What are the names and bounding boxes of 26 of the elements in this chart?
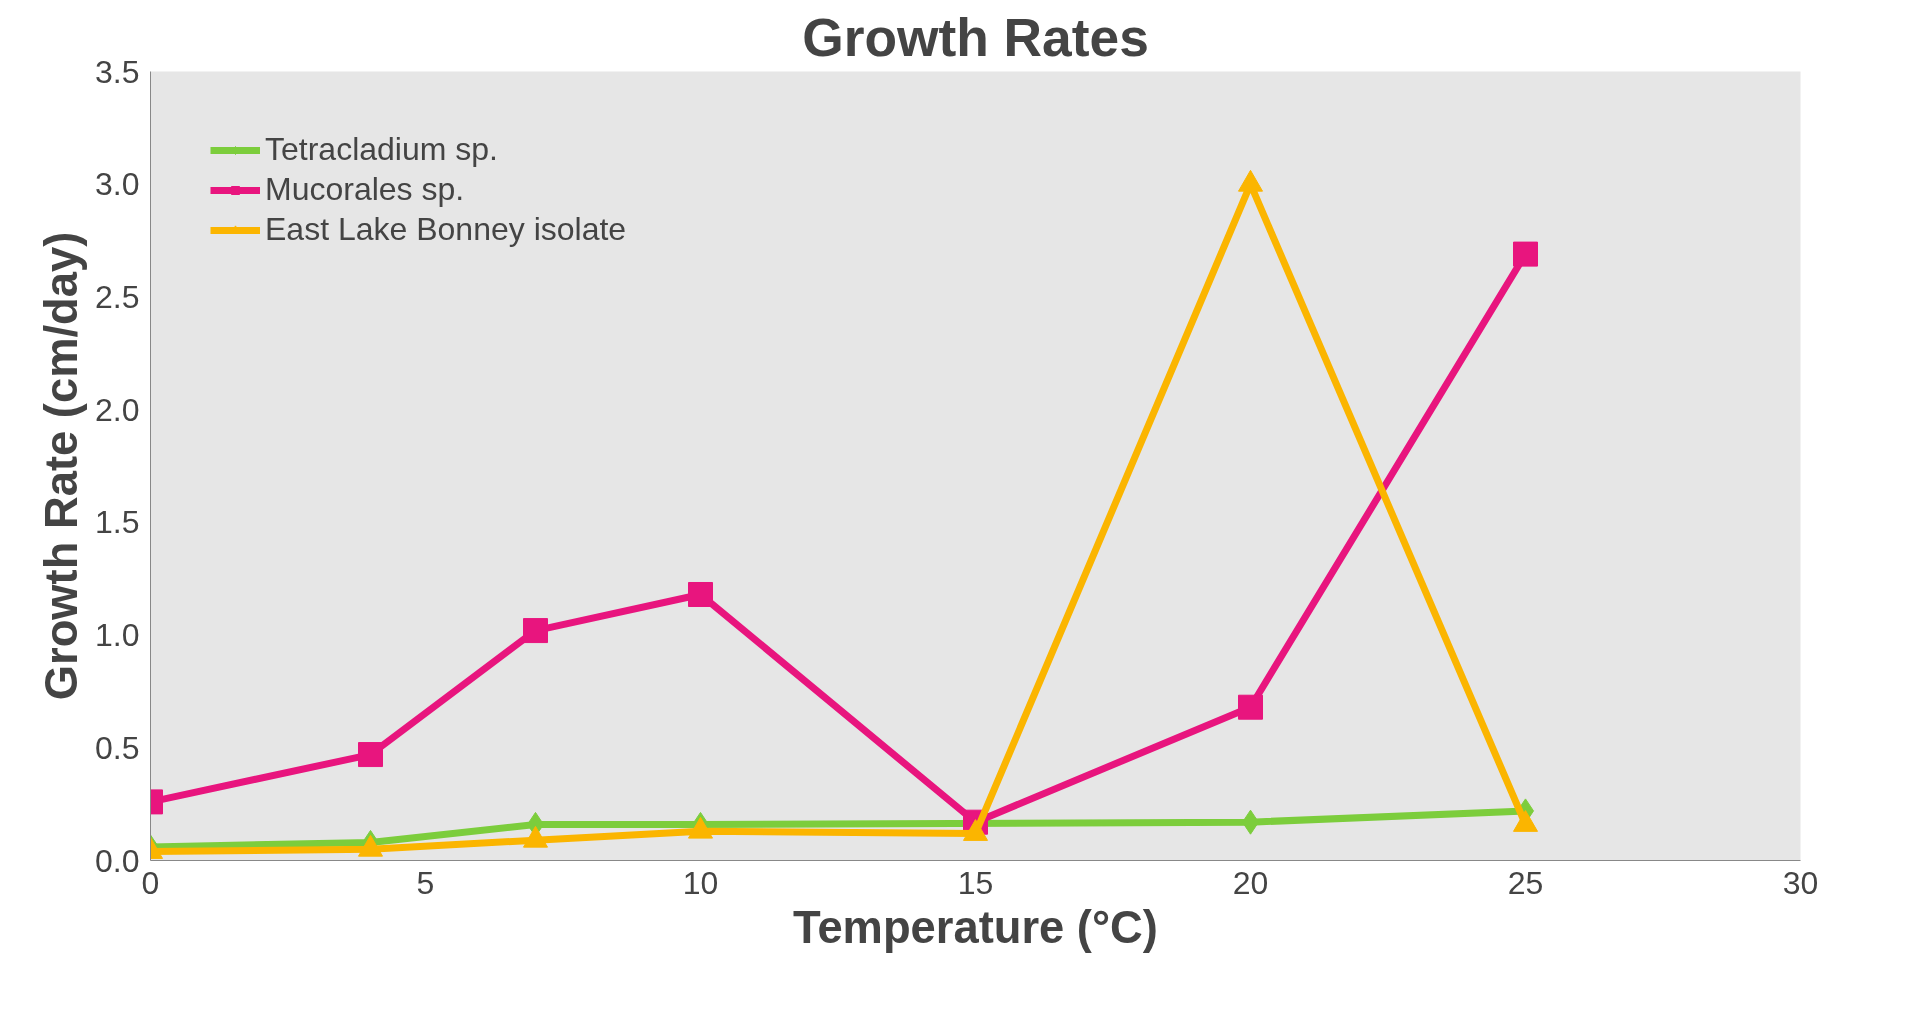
- y-tick-label: 3.0: [95, 166, 140, 203]
- y-tick-label: 2.0: [95, 391, 140, 428]
- x-tick-label: 25: [1507, 864, 1544, 901]
- y-axis-title: Growth Rate (cm/day): [36, 231, 88, 701]
- point: [358, 742, 383, 768]
- legend-label: Mucorales sp.: [265, 171, 465, 208]
- x-tick-label: 5: [416, 864, 435, 901]
- y-tick-label: 1.5: [95, 504, 140, 541]
- y-tick-label: 2.5: [95, 278, 140, 315]
- x-tick-label: 15: [957, 864, 994, 901]
- x-tick-label: 0: [141, 864, 160, 901]
- chart-title: Growth Rates: [802, 7, 1149, 67]
- x-tick-label: 10: [682, 864, 719, 901]
- point: [523, 618, 548, 644]
- x-tick-label: 30: [1782, 864, 1819, 901]
- x-axis-title: Temperature (°C): [793, 901, 1158, 953]
- y-tick-label: 1.0: [95, 617, 140, 654]
- y-tick-label: 0.0: [95, 842, 140, 879]
- point: [1238, 694, 1263, 720]
- y-tick-label: 3.5: [95, 53, 140, 90]
- x-tick-label: 20: [1232, 864, 1269, 901]
- point: [688, 581, 713, 607]
- point: [1513, 241, 1538, 267]
- legend-label: Tetracladium sp.: [265, 131, 498, 168]
- y-tick-label: 0.5: [95, 729, 140, 766]
- legend-label: East Lake Bonney isolate: [265, 211, 627, 248]
